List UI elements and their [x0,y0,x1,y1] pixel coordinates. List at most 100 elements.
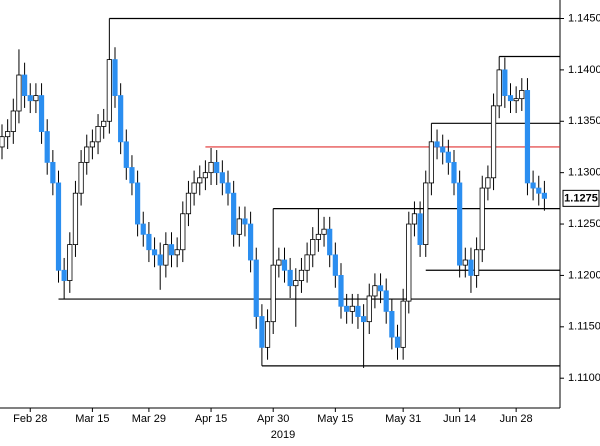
y-tick-label: 1.1300 [568,167,600,179]
candles [0,18,548,368]
x-tick-label: Mar 29 [132,413,166,425]
candle-body [338,275,344,307]
candle-body [27,95,33,102]
candle-body [473,249,480,276]
x-tick-label: Apr 15 [195,413,227,425]
candle-body [394,336,401,348]
candle-body [55,182,62,271]
candle-body [225,182,231,194]
candle-body [44,131,50,163]
candle-body [84,146,90,163]
candle-body [440,146,446,153]
candle-body [530,182,536,189]
candle-body [389,310,395,338]
candle-body [507,95,514,102]
candle-body [50,161,56,184]
candle-body [95,126,101,143]
candle-body [264,321,271,348]
candle-body [304,254,310,271]
x-tick-label: Jun 28 [500,413,533,425]
candle-body [344,305,350,312]
candle-body [524,90,531,184]
price-tag-label: 1.1275 [564,192,598,204]
candle-body [242,218,248,225]
candle-body [185,192,192,215]
candle-body [33,95,39,102]
candle-body [411,213,418,225]
candle-body [417,213,423,245]
candle-body [118,95,124,143]
candle-body [236,218,242,235]
candle-body [468,259,474,276]
y-tick-label: 1.1350 [568,115,600,127]
x-tick-label: Mar 15 [75,413,109,425]
candle-body [406,223,412,302]
candle-body [10,110,16,132]
candle-body [519,90,525,100]
candle-body [428,141,435,184]
x-sublabel: 2019 [271,429,295,441]
candle-body [101,120,107,127]
candle-body [61,269,67,281]
candle-body [163,244,169,266]
price-tag [562,189,600,207]
candle-body [502,69,508,96]
candle-body [106,59,112,122]
candle-body [112,59,118,96]
candle-body [89,141,95,148]
candle-body [293,280,299,287]
candle-body [78,161,84,194]
candle-body [377,285,384,292]
x-tick-label: Apr 30 [257,413,289,425]
y-tick-label: 1.1200 [568,269,600,281]
candle-body [180,213,186,251]
candle-body [208,161,214,174]
candle-body [400,300,406,348]
candle-body [462,259,468,266]
candle-body [321,228,327,235]
candle-body [231,192,237,235]
candle-body [174,249,180,256]
candle-body [536,187,542,194]
candle-body [123,141,129,168]
candle-body [129,167,135,184]
candle-body [219,172,225,184]
candle-body [451,161,457,184]
candle-body [146,233,152,251]
candle-body [38,95,45,132]
candle-body [355,305,361,317]
candle-body [270,264,276,323]
candle-body [383,290,389,312]
candle-body [457,182,463,266]
y-tick-label: 1.1150 [568,321,600,333]
candle-body [151,249,158,256]
x-tick-label: Jun 14 [443,413,476,425]
candle-body [434,141,440,148]
candle-body [191,182,197,194]
candle-body [281,259,288,271]
candle-body [287,269,293,287]
candle-body [214,161,220,174]
candle-body [479,187,485,251]
candle-body [327,228,333,256]
candle-body [168,244,175,256]
candle-body [253,259,259,317]
candle-body [298,269,305,281]
y-tick-label: 1.1250 [568,218,600,230]
candle-body [0,136,5,148]
candle-body [485,177,491,189]
candle-body [366,295,372,323]
candle-body [21,74,28,96]
x-tick-label: May 15 [317,413,353,425]
candle-body [134,182,141,225]
candle-body [259,316,265,348]
x-tick-label: May 31 [385,413,421,425]
y-tick-label: 1.1400 [568,64,600,76]
candle-body [202,172,208,179]
candle-body [513,98,519,102]
candle-body [315,233,322,240]
y-tick-label: 1.1450 [568,12,600,24]
candle-body [247,223,254,261]
